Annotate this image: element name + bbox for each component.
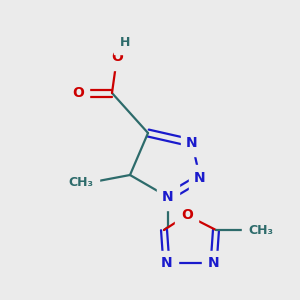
Text: CH₃: CH₃	[68, 176, 93, 188]
Text: O: O	[111, 50, 123, 64]
Text: CH₃: CH₃	[248, 224, 273, 236]
Text: N: N	[208, 256, 220, 271]
Text: N: N	[160, 256, 172, 271]
Text: O: O	[72, 86, 84, 100]
Text: N: N	[162, 190, 174, 204]
Text: N: N	[194, 171, 206, 185]
Text: H: H	[120, 35, 130, 49]
Text: O: O	[181, 208, 193, 222]
Text: N: N	[186, 136, 198, 150]
